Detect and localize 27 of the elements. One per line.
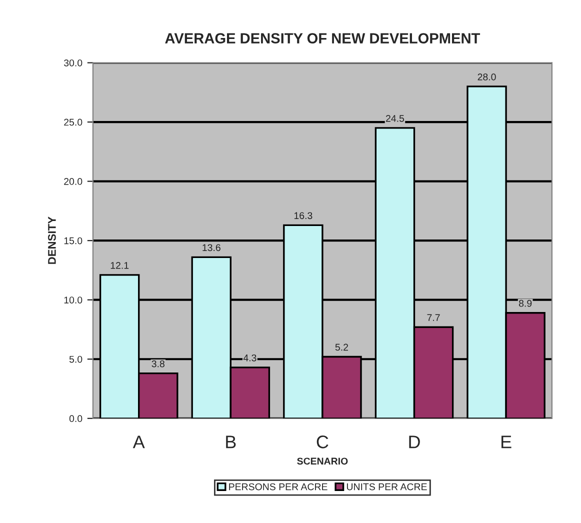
- x-tick-label: C: [316, 436, 328, 448]
- x-axis-title: SCENARIO: [297, 458, 348, 465]
- y-tick-label: 25.0: [64, 118, 82, 126]
- data-label: 4.3: [243, 354, 256, 362]
- data-label: 3.8: [152, 360, 164, 368]
- chart-title: AVERAGE DENSITY OF NEW DEVELOPMENT: [165, 33, 480, 44]
- data-label: 8.9: [518, 300, 532, 307]
- x-tick-label: E: [502, 436, 512, 448]
- data-label: 16.3: [294, 212, 312, 220]
- x-tick-label: B: [226, 436, 236, 448]
- data-label: 5.2: [335, 344, 348, 351]
- data-label: 13.6: [202, 244, 220, 252]
- y-tick-label: 20.0: [64, 178, 82, 185]
- legend-label: UNITS PER ACRE: [346, 483, 427, 490]
- data-label: 12.1: [110, 262, 129, 269]
- data-label: 24.5: [386, 114, 404, 122]
- y-tick-label: 5.0: [69, 356, 82, 363]
- y-tick-label: 15.0: [64, 237, 82, 244]
- y-axis-title: DENSITY: [48, 216, 56, 264]
- data-label: 28.0: [478, 73, 496, 80]
- x-tick-label: D: [409, 436, 420, 448]
- data-label: 7.7: [427, 314, 440, 321]
- y-tick-label: 10.0: [64, 296, 82, 304]
- legend-label: PERSONS PER ACRE: [229, 483, 328, 490]
- x-tick-label: A: [132, 436, 145, 448]
- y-tick-label: 0.0: [69, 415, 82, 422]
- y-tick-label: 30.0: [64, 59, 82, 66]
